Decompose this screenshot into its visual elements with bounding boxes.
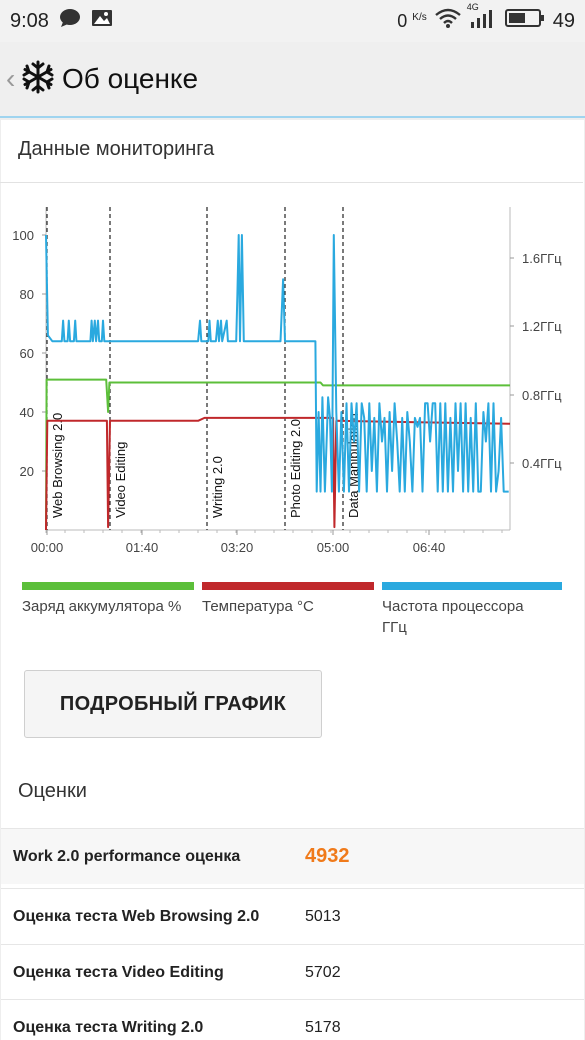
y2-tick-label: 0.8ГГц xyxy=(522,388,562,403)
test-marker-label: Photo Editing 2.0 xyxy=(288,419,303,518)
score-row-main: Work 2.0 performance оценка 4932 xyxy=(1,828,584,884)
wifi-icon xyxy=(434,8,461,34)
back-chevron-icon[interactable]: ‹ xyxy=(6,63,16,94)
y-tick-label: 100 xyxy=(12,228,34,243)
x-tick-label: 01:40 xyxy=(126,540,159,555)
snowflake-logo-icon xyxy=(20,59,56,100)
chart-svg: 20 40 60 80 100 0.4ГГц 0.8ГГц 1.2ГГц 1.6ГГц 00:00… xyxy=(12,207,562,555)
score-label: Оценка теста Writing 2.0 xyxy=(13,1018,204,1036)
divider xyxy=(0,182,583,183)
score-value: 5013 xyxy=(305,907,341,925)
battery-series-line xyxy=(45,378,510,531)
chart-legend: Заряд аккумулятора % Температура °C Част… xyxy=(22,582,567,642)
test-marker-label: Web Browsing 2.0 xyxy=(50,413,65,518)
legend-swatch-temperature xyxy=(202,582,374,590)
y-tick-label: 80 xyxy=(20,287,34,302)
test-marker-label: Video Editing xyxy=(113,442,128,518)
monitoring-title: Данные мониторинга xyxy=(18,138,215,160)
score-label: Оценка теста Web Browsing 2.0 xyxy=(13,907,260,925)
app-bar: ‹ Об оценке xyxy=(0,42,585,118)
status-bar: 9:08 0 K/s 4G 49 xyxy=(0,0,585,42)
network-speed: 0 K/s xyxy=(397,10,427,31)
scores-title: Оценки xyxy=(18,780,87,802)
score-label: Work 2.0 performance оценка xyxy=(13,847,241,865)
score-value-main: 4932 xyxy=(305,845,350,867)
legend-item-battery: Заряд аккумулятора % xyxy=(22,582,194,617)
page-title: Об оценке xyxy=(62,63,199,94)
legend-label-temperature: Температура °C xyxy=(202,598,314,615)
score-row: Оценка теста Video Editing 5702 xyxy=(1,944,584,1000)
battery-icon xyxy=(504,8,545,34)
temperature-series-line xyxy=(45,416,511,531)
y2-tick-label: 1.6ГГц xyxy=(522,251,562,266)
x-tick-label: 03:20 xyxy=(221,540,254,555)
x-tick-label: 06:40 xyxy=(413,540,446,555)
legend-item-cpu: Частота процессора ГГц xyxy=(382,582,562,638)
score-value: 5702 xyxy=(305,963,341,981)
content-card xyxy=(1,120,584,1040)
y-tick-label: 60 xyxy=(20,346,34,361)
legend-swatch-cpu xyxy=(382,582,562,590)
chat-notification-icon xyxy=(59,8,81,34)
y-tick-label: 20 xyxy=(20,464,34,479)
battery-level: 49 xyxy=(552,9,575,32)
status-time: 9:08 xyxy=(10,9,49,32)
legend-label-cpu: Частота процессора ГГц xyxy=(382,598,524,636)
legend-item-temperature: Температура °C xyxy=(202,582,374,617)
legend-swatch-battery xyxy=(22,582,194,590)
detail-graph-button[interactable]: ПОДРОБНЫЙ ГРАФИК xyxy=(24,670,322,738)
x-tick-label: 05:00 xyxy=(317,540,350,555)
y2-tick-label: 1.2ГГц xyxy=(522,319,562,334)
image-notification-icon xyxy=(91,8,113,34)
score-value: 5178 xyxy=(305,1018,341,1036)
x-tick-label: 00:00 xyxy=(31,540,64,555)
score-row: Оценка теста Web Browsing 2.0 5013 xyxy=(1,888,584,944)
monitoring-chart: 20 40 60 80 100 0.4ГГц 0.8ГГц 1.2ГГц 1.6ГГц 00:00… xyxy=(0,195,583,575)
test-marker-label: Writing 2.0 xyxy=(210,456,225,518)
cpu-frequency-series-line xyxy=(45,234,509,493)
legend-label-battery: Заряд аккумулятора % xyxy=(22,598,182,615)
signal-icon: 4G xyxy=(467,2,497,34)
y2-tick-label: 0.4ГГц xyxy=(522,456,562,471)
score-label: Оценка теста Video Editing xyxy=(13,963,224,981)
score-row: Оценка теста Writing 2.0 5178 xyxy=(1,999,584,1040)
y-tick-label: 40 xyxy=(20,405,34,420)
